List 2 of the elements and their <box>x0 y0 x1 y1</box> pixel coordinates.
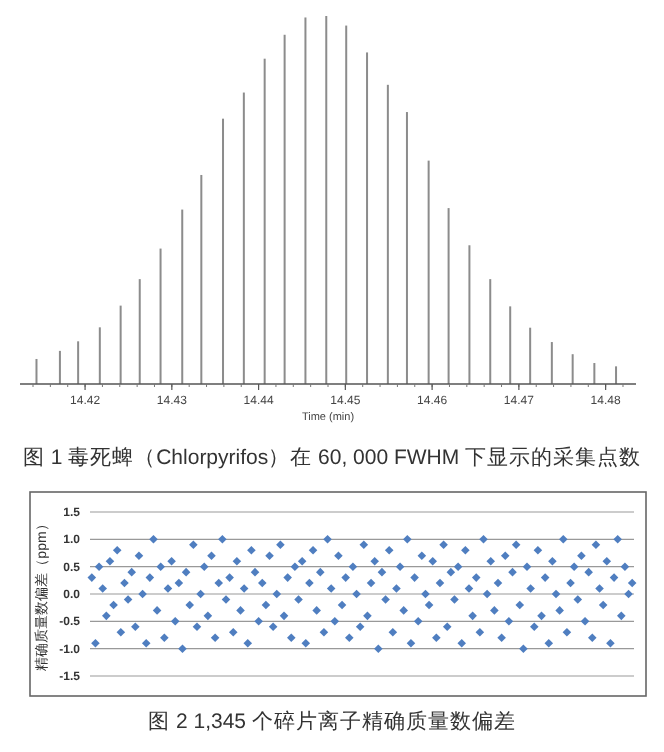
text: 图 2 1,345 个碎片离子精确质量数偏差 <box>148 708 516 734</box>
text: 图 1 毒死蜱（Chlorpyrifos）在 60, 000 FWHM 下显示的采集点数 <box>22 444 642 470</box>
